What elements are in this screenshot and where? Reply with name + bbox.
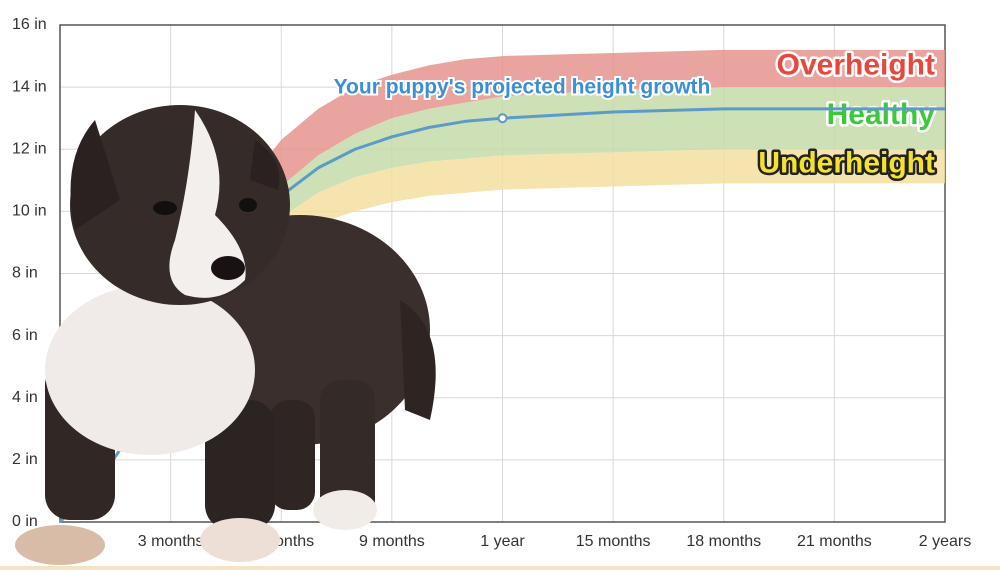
band-label: Overheight <box>777 48 935 81</box>
band-label: Underheight <box>758 146 935 179</box>
y-tick-label: 10 in <box>12 203 47 220</box>
band-label: Healthy <box>827 98 936 131</box>
y-tick-label: 4 in <box>12 389 38 406</box>
band-area <box>244 149 945 280</box>
y-tick-label: 6 in <box>12 327 38 344</box>
x-tick-label: 1 year <box>480 533 525 550</box>
bottom-strip <box>0 566 1000 570</box>
x-tick-label: 3 months <box>138 533 204 550</box>
x-tick-label: 15 months <box>576 533 651 550</box>
y-tick-label: 8 in <box>12 265 38 282</box>
x-tick-label: 21 months <box>797 533 872 550</box>
band-area <box>244 49 945 224</box>
x-tick-label: 18 months <box>686 533 761 550</box>
puppy-photo <box>15 105 436 565</box>
x-tick-label: 9 months <box>359 533 425 550</box>
series-annotation: Your puppy's projected height growth <box>334 76 711 99</box>
y-tick-label: 14 in <box>12 78 47 95</box>
y-tick-label: 2 in <box>12 451 38 468</box>
y-tick-label: 12 in <box>12 140 47 157</box>
x-tick-label: 2 years <box>919 533 971 550</box>
highlight-point <box>497 113 508 124</box>
y-tick-label: 0 in <box>12 513 38 530</box>
y-tick-label: 16 in <box>12 16 47 33</box>
plot-frame <box>59 24 946 523</box>
